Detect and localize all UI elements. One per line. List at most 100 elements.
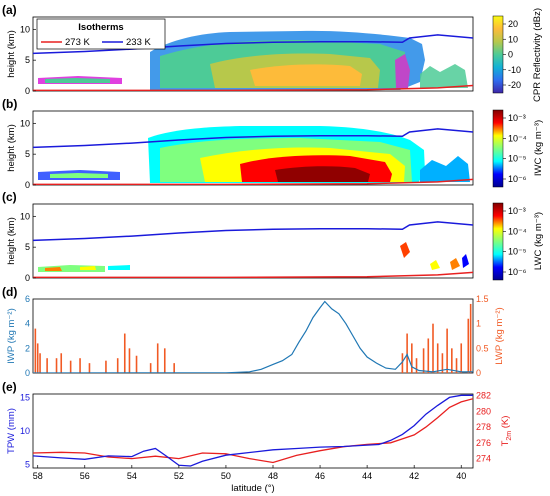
colorbar-lwc-ticks: 10⁻³ 10⁻⁴ 10⁻⁵ 10⁻⁶ (503, 206, 527, 277)
iwp-tick-label: 6 (25, 294, 30, 304)
panel-e: (e) 5 10 15 274 276 278 280 282 58 56 54 52 50 48 46… (2, 380, 513, 494)
lwp-axis-label: LWP (kg m⁻²) (494, 307, 505, 364)
panel-d-left-ticks: 0 2 4 6 (25, 294, 30, 378)
colorbar-reflectivity-ticks: 20 10 0 -10 -20 (503, 19, 521, 90)
panel-d-label: (d) (2, 285, 17, 299)
panel-b-ylabel: height (km) (6, 124, 17, 172)
isotherm-273k-line-c (33, 271, 473, 278)
panel-b: (b) 0 5 10 height (km) 10⁻³ 10⁻⁴ 10⁻⁵ 10⁻⁶ IW… (2, 97, 544, 190)
lwp-tick-label: 1 (476, 319, 481, 329)
panel-e-right-ticks: 274 276 278 280 282 (476, 391, 491, 464)
legend-title: Isotherms (78, 22, 123, 33)
xtick-label: 40 (456, 471, 466, 481)
ytick-label: 0 (25, 86, 30, 96)
xtick-label: 48 (268, 471, 278, 481)
ytick-label: 10 (20, 211, 30, 221)
ytick-label: 0 (25, 273, 30, 283)
panel-a-reflectivity-field (38, 30, 468, 90)
t2m-line (33, 398, 473, 464)
colorbar-iwc-ticks: 10⁻³ 10⁻⁴ 10⁻⁵ 10⁻⁶ (503, 113, 527, 184)
tpw-tick-label: 10 (20, 426, 30, 436)
tpw-tick-label: 5 (25, 460, 30, 470)
colorbar-tick-label: -10 (508, 65, 521, 75)
ytick-label: 10 (20, 118, 30, 128)
colorbar-iwc (492, 109, 504, 188)
xtick-label: 42 (409, 471, 419, 481)
colorbar-tick-label: 20 (508, 19, 518, 29)
xtick-label: 46 (315, 471, 325, 481)
panel-a-ylabel: height (km) (6, 30, 17, 78)
x-axis-label: latitude (°) (231, 483, 274, 494)
colorbar-tick-label: 10⁻³ (508, 206, 526, 216)
panel-c-axes (32, 203, 474, 279)
xtick-label: 58 (33, 471, 43, 481)
panel-c-lwc-field (38, 242, 469, 272)
t2m-tick-label: 274 (476, 454, 491, 464)
ytick-label: 5 (25, 55, 30, 65)
panel-c-label: (c) (2, 190, 17, 204)
xtick-label: 52 (174, 471, 184, 481)
iwp-line (33, 300, 473, 373)
xtick-label: 50 (221, 471, 231, 481)
lwp-spikes (34, 303, 472, 373)
iwp-tick-label: 0 (25, 368, 30, 378)
isotherm-233k-line-c (33, 221, 473, 242)
t2m-label-main: T (500, 440, 511, 446)
ytick-label: 5 (25, 149, 30, 159)
colorbar-tick-label: 10 (508, 34, 518, 44)
panel-b-label: (b) (2, 97, 17, 111)
colorbar-tick-label: 10⁻⁵ (508, 247, 527, 257)
colorbar-tick-label: 10⁻⁶ (508, 174, 527, 184)
isotherm-233k-line-a (33, 34, 473, 55)
tpw-tick-label: 15 (20, 392, 30, 402)
t2m-label-unit: (K) (500, 416, 511, 431)
panel-a: (a) 0 5 10 height (km) Isotherms 273 K 233… (2, 3, 543, 102)
panel-c-ylabel: height (km) (6, 217, 17, 265)
xtick-label: 54 (127, 471, 137, 481)
legend-entry-233k: 233 K (126, 37, 151, 48)
xtick-label: 44 (362, 471, 372, 481)
t2m-axis-label: T2m (K) (500, 416, 513, 447)
panel-d-right-ticks: 0 0.5 1 1.5 (476, 294, 489, 378)
colorbar-iwc-label: IWC (kg m⁻³) (533, 120, 544, 176)
panel-a-yticks: 0 5 10 (20, 24, 36, 96)
iwp-tick-label: 4 (25, 319, 30, 329)
panel-c-yticks: 0 5 10 (20, 211, 36, 283)
x-axis-ticks: 58 56 54 52 50 48 46 44 42 40 (33, 465, 466, 481)
t2m-label-sub: 2m (506, 431, 513, 441)
isotherm-273k-line-b (33, 178, 473, 185)
panel-c: (c) 0 5 10 height (km) 10⁻³ 10⁻⁴ 10⁻⁵ 10⁻⁶ LW… (2, 190, 544, 283)
legend-entry-273k: 273 K (65, 37, 90, 48)
xtick-label: 56 (80, 471, 90, 481)
ytick-label: 10 (20, 24, 30, 34)
colorbar-tick-label: 10⁻⁴ (508, 133, 527, 143)
t2m-tick-label: 280 (476, 406, 491, 416)
lwp-tick-label: 1.5 (476, 294, 489, 304)
tpw-line (33, 394, 473, 467)
t2m-tick-label: 276 (476, 438, 491, 448)
colorbar-reflectivity (492, 15, 504, 94)
tpw-axis-label: TPW (mm) (6, 408, 17, 454)
isotherm-273k-line-a (33, 84, 473, 91)
t2m-tick-label: 278 (476, 422, 491, 432)
colorbar-reflectivity-label: CPR Reflectivity (dBz) (532, 8, 543, 102)
colorbar-lwc (492, 202, 504, 281)
isotherm-233k-line-b (33, 128, 473, 149)
colorbar-lwc-label: LWC (kg m⁻³) (533, 212, 544, 270)
colorbar-tick-label: 10⁻⁵ (508, 154, 527, 164)
legend-box (36, 18, 166, 50)
isotherm-legend: Isotherms 273 K 233 K (36, 18, 166, 50)
colorbar-tick-label: 10⁻⁶ (508, 267, 527, 277)
panel-a-label: (a) (2, 3, 17, 17)
colorbar-tick-label: 0 (508, 50, 513, 60)
colorbar-tick-label: -20 (508, 80, 521, 90)
panel-b-yticks: 0 5 10 (20, 118, 36, 190)
panel-e-label: (e) (2, 380, 17, 394)
colorbar-tick-label: 10⁻⁴ (508, 226, 527, 236)
iwp-tick-label: 2 (25, 343, 30, 353)
iwp-axis-label: IWP (kg m⁻²) (6, 308, 17, 364)
panel-e-left-ticks: 5 10 15 (20, 392, 30, 469)
ytick-label: 0 (25, 180, 30, 190)
panel-d: (d) 0 2 4 6 0 0.5 1 1.5 IWP (kg m⁻²) LWP (kg m… (2, 285, 505, 378)
